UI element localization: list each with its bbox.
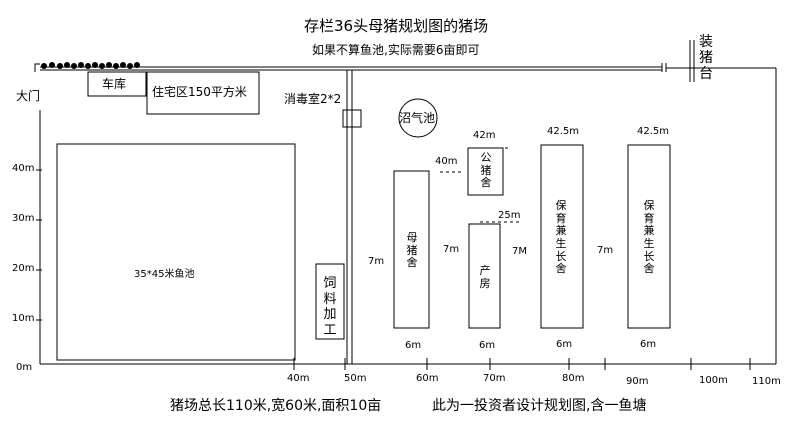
- x-axis-label: 90m: [626, 376, 649, 387]
- biogas-label: 沼气池: [399, 111, 436, 125]
- garage-label: 车库: [102, 77, 127, 91]
- dim-boar-to-sow: 40m: [435, 156, 458, 167]
- farrowing-house-label: 产房: [479, 264, 491, 290]
- x-axis-label: 70m: [483, 373, 506, 384]
- boar-house-label: 公猪舍: [480, 151, 492, 190]
- gate-label: 大门: [16, 89, 41, 103]
- dim-nursery1-depth: 6m: [556, 339, 573, 350]
- axis-ticks: [36, 169, 751, 370]
- footer-summary: 猪场总长110米,宽60米,面积10亩: [170, 398, 382, 414]
- x-axis-label: 60m: [416, 373, 439, 384]
- nursery-house-1-building: [540, 144, 584, 329]
- y-axis-label: 10m: [12, 313, 35, 324]
- residence-label: 住宅区150平方米: [152, 85, 247, 99]
- farrowing-house-building: [468, 223, 501, 329]
- dim-farrowing-length: 25m: [498, 210, 521, 221]
- central-road: [346, 70, 353, 364]
- biogas-digester: [398, 98, 438, 138]
- feed-processing-label: 饲料加工: [323, 276, 337, 338]
- nursery-house-2-building: [627, 144, 671, 329]
- fish-pond-outline: [56, 143, 296, 361]
- nursery-house-1-label: 保育兼生长舍: [555, 199, 567, 276]
- feed-processing-building: [315, 263, 345, 340]
- garage-building: [87, 71, 147, 97]
- x-axis-label: 100m: [699, 375, 728, 386]
- tree-row: [41, 62, 140, 69]
- disinfection-label: 消毒室2*2: [284, 92, 342, 106]
- page-title: 存栏36头母猪规划图的猪场: [304, 17, 489, 35]
- page-subtitle: 如果不算鱼池,实际需要6亩即可: [312, 43, 480, 57]
- sow-house-label: 母猪舍: [406, 231, 418, 270]
- dim-nursery1-width: 42.5m: [547, 126, 580, 137]
- y-axis-label: 20m: [12, 263, 35, 274]
- dimension-marks: [440, 147, 520, 223]
- dim-sow-depth: 6m: [405, 340, 422, 351]
- x-axis-label: 50m: [344, 373, 367, 384]
- dim-gap-feed-sow: 7m: [368, 256, 385, 267]
- disinfection-room: [342, 109, 362, 128]
- nursery-house-2-label: 保育兼生长舍: [643, 199, 655, 276]
- x-axis-label: 40m: [287, 373, 310, 384]
- fish-pond-label: 35*45米鱼池: [134, 269, 195, 280]
- site-boundary: [34, 63, 777, 365]
- dim-boar-width: 42m: [473, 130, 496, 141]
- loading-platform-label: 装猪台: [699, 34, 713, 83]
- residence-building: [146, 71, 260, 115]
- boar-house-building: [467, 147, 504, 196]
- y-axis-label: 30m: [12, 213, 35, 224]
- dim-gap-farrow-nursery: 7M: [512, 246, 527, 257]
- x-axis-label: 110m: [752, 376, 781, 387]
- sow-house-building: [393, 170, 430, 329]
- dim-nursery2-width: 42.5m: [637, 126, 670, 137]
- y-axis-label: 40m: [12, 163, 35, 174]
- dim-farrow-depth: 6m: [479, 340, 496, 351]
- loading-platform-lines: [689, 40, 695, 82]
- x-axis-label: 80m: [562, 373, 585, 384]
- footer-note: 此为一投资者设计规划图,含一鱼塘: [432, 398, 647, 414]
- dim-gap-nursery: 7m: [597, 245, 614, 256]
- y-axis-label: 0m: [16, 362, 33, 373]
- dim-nursery2-depth: 6m: [640, 339, 657, 350]
- dim-gap-sow-farrow: 7m: [443, 244, 460, 255]
